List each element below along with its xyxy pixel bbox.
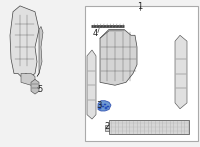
Polygon shape <box>31 79 39 94</box>
Polygon shape <box>10 6 39 76</box>
Text: 4: 4 <box>92 29 98 38</box>
Bar <box>105 107 107 109</box>
Text: 2: 2 <box>104 122 110 131</box>
Polygon shape <box>98 101 111 111</box>
Bar <box>102 106 104 107</box>
Text: 5: 5 <box>37 85 43 94</box>
Polygon shape <box>37 26 43 76</box>
Text: 3: 3 <box>96 101 102 110</box>
Polygon shape <box>21 74 35 85</box>
Polygon shape <box>175 35 187 109</box>
Bar <box>104 104 106 105</box>
Bar <box>109 120 189 134</box>
Bar <box>105 125 109 131</box>
Bar <box>99 107 101 109</box>
Bar <box>85 6 198 141</box>
Bar <box>100 104 102 105</box>
Polygon shape <box>87 50 96 119</box>
Text: 1: 1 <box>137 2 143 11</box>
Bar <box>107 106 109 107</box>
Polygon shape <box>100 29 137 85</box>
